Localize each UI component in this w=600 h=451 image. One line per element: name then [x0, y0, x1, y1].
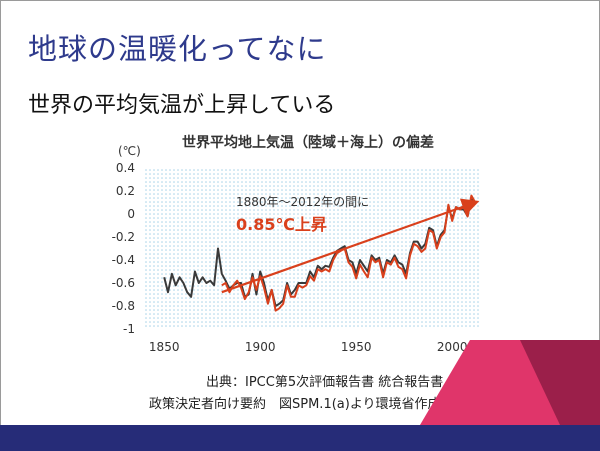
source-line-2: 政策決定者向け要約 図SPM.1(a)より環境省作成: [149, 397, 441, 412]
dark-accent-shape: [520, 340, 600, 425]
series-layer: [163, 194, 477, 312]
y-tick-label: 0.2: [116, 184, 135, 198]
y-tick-label: 0: [127, 207, 135, 221]
trend-arrow: [221, 198, 480, 294]
x-tick-label: 2000: [437, 340, 468, 354]
annotation-rise: 0.85℃上昇: [236, 215, 327, 234]
y-axis-ticks: 0.4 0.2 0 -0.2 -0.4 -0.6 -0.8 -1: [112, 161, 135, 336]
y-tick-label: -0.2: [112, 230, 135, 244]
slide-title: 地球の温暖化ってなに: [28, 32, 327, 66]
x-tick-label: 1900: [245, 340, 276, 354]
y-tick-label: -1: [123, 322, 135, 336]
source-line-1: 出典：IPCC第5次評価報告書 統合報告書: [206, 375, 444, 390]
chart-title: 世界平均地上気温（陸域＋海上）の偏差: [182, 134, 434, 151]
x-tick-label: 1850: [149, 340, 180, 354]
x-tick-label: 1950: [341, 340, 372, 354]
series-line-orange: [221, 194, 477, 312]
y-tick-label: -0.6: [112, 276, 135, 290]
annotation-period: 1880年〜2012年の間に: [236, 195, 369, 209]
y-tick-label: -0.8: [112, 299, 135, 313]
y-tick-label: -0.4: [112, 253, 135, 267]
series-line-dark: [163, 196, 477, 307]
y-unit-label: (℃): [118, 144, 141, 158]
footer-bar: [0, 425, 600, 451]
y-tick-label: 0.4: [116, 161, 135, 175]
slide-subtitle: 世界の平均気温が上昇している: [28, 93, 336, 118]
